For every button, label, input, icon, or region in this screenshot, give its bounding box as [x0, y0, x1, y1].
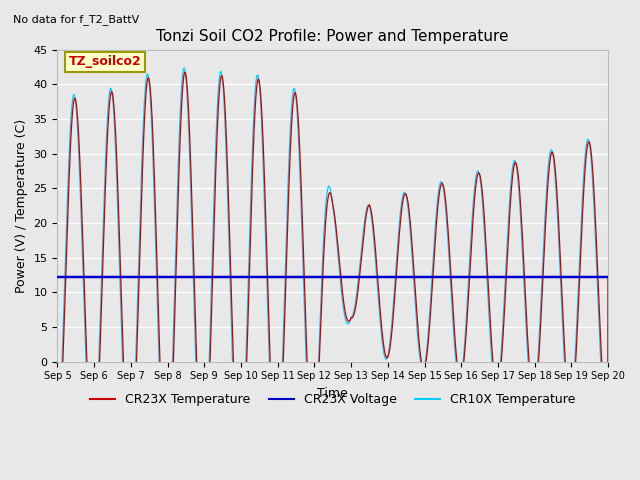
Title: Tonzi Soil CO2 Profile: Power and Temperature: Tonzi Soil CO2 Profile: Power and Temper…	[157, 29, 509, 44]
Text: TZ_soilco2: TZ_soilco2	[68, 55, 141, 68]
Y-axis label: Power (V) / Temperature (C): Power (V) / Temperature (C)	[15, 119, 28, 293]
Text: No data for f_T2_BattV: No data for f_T2_BattV	[13, 14, 139, 25]
Legend: CR23X Temperature, CR23X Voltage, CR10X Temperature: CR23X Temperature, CR23X Voltage, CR10X …	[84, 388, 580, 411]
X-axis label: Time: Time	[317, 387, 348, 400]
